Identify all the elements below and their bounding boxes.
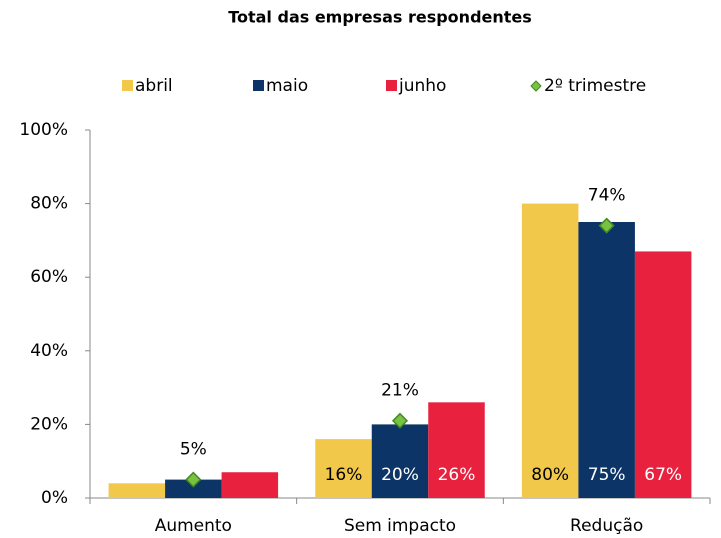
legend-swatch: [122, 80, 133, 91]
legend-label: 2º trimestre: [544, 76, 646, 96]
y-tick-label: 20%: [30, 414, 68, 434]
y-tick-label: 100%: [19, 120, 68, 140]
bar: [108, 483, 166, 498]
x-tick-label: Aumento: [155, 516, 232, 536]
x-tick-label: Redução: [570, 516, 643, 536]
bar: [315, 439, 372, 498]
y-tick-label: 0%: [41, 488, 68, 508]
value-label: 16%: [325, 465, 363, 485]
bar: [521, 203, 579, 498]
x-tick-label: Sem impacto: [344, 516, 456, 536]
value-label: 21%: [381, 381, 419, 401]
value-label: 20%: [381, 465, 419, 485]
bar: [221, 472, 279, 498]
y-tick-label: 40%: [30, 341, 68, 361]
bar: [428, 402, 485, 498]
y-tick-label: 80%: [30, 194, 68, 214]
bar: [165, 479, 222, 498]
value-label: 5%: [180, 440, 207, 460]
marker: [391, 412, 409, 429]
legend-swatch: [530, 80, 542, 92]
marker: [598, 217, 615, 234]
legend-label: maio: [266, 76, 308, 96]
legend-label: abril: [135, 76, 173, 96]
value-label: 74%: [588, 186, 626, 206]
bar: [371, 424, 429, 498]
bar: [634, 251, 692, 498]
bar: [578, 222, 635, 498]
value-label: 75%: [588, 465, 626, 485]
legend-swatch: [253, 80, 264, 91]
value-label: 67%: [644, 465, 682, 485]
value-label: 26%: [438, 465, 476, 485]
value-label: 80%: [531, 465, 569, 485]
y-tick-label: 60%: [30, 267, 68, 287]
legend-swatch: [386, 80, 397, 91]
chart-title: Total das empresas respondentes: [228, 8, 532, 27]
legend-label: junho: [398, 76, 446, 96]
marker: [185, 471, 202, 488]
